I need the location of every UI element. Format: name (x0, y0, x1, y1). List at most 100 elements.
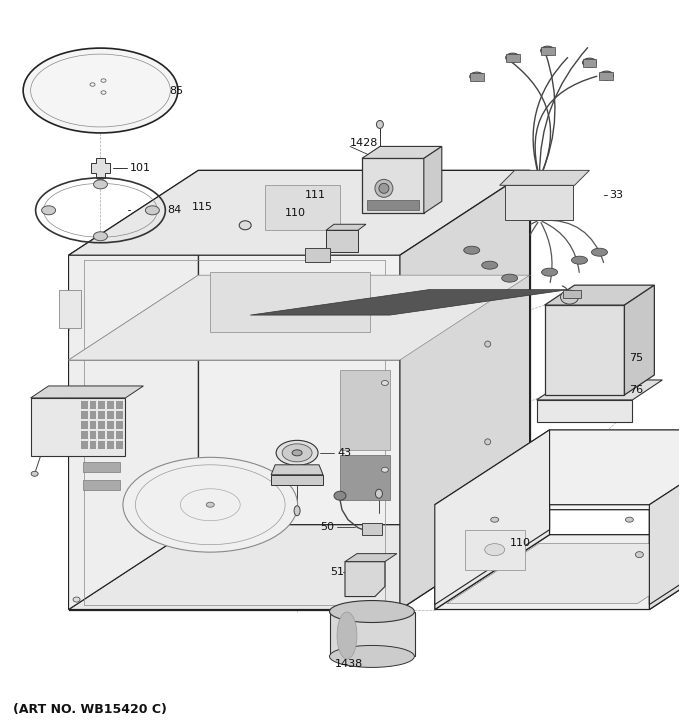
Polygon shape (545, 285, 654, 305)
Text: 84: 84 (167, 206, 182, 215)
Bar (600, 72, 613, 80)
Bar (107, 401, 114, 409)
Bar (90, 431, 97, 439)
Text: 110: 110 (285, 209, 306, 218)
Bar (340, 455, 390, 500)
Bar (305, 248, 330, 262)
Ellipse shape (123, 458, 298, 552)
Ellipse shape (292, 450, 302, 456)
Ellipse shape (73, 597, 80, 602)
Polygon shape (250, 290, 568, 315)
Bar (90, 441, 97, 449)
Ellipse shape (334, 492, 346, 500)
Ellipse shape (294, 506, 300, 515)
Ellipse shape (308, 250, 318, 257)
Polygon shape (31, 386, 143, 398)
Ellipse shape (571, 256, 588, 264)
Bar (90, 411, 97, 419)
Bar (116, 401, 124, 409)
Bar (99, 431, 105, 439)
Polygon shape (330, 612, 415, 657)
Text: 111: 111 (305, 190, 326, 201)
Bar (326, 230, 358, 252)
Polygon shape (31, 398, 125, 456)
Ellipse shape (635, 552, 643, 557)
Ellipse shape (94, 180, 107, 189)
Polygon shape (649, 430, 680, 605)
Ellipse shape (330, 646, 414, 668)
Ellipse shape (239, 221, 251, 230)
Ellipse shape (485, 439, 491, 445)
Bar (82, 390, 120, 400)
Ellipse shape (506, 53, 520, 62)
Bar (541, 46, 555, 54)
Bar (116, 421, 124, 429)
Ellipse shape (330, 600, 414, 623)
Ellipse shape (282, 444, 312, 462)
Text: 1428: 1428 (350, 138, 378, 148)
Polygon shape (199, 170, 530, 525)
Polygon shape (69, 275, 530, 360)
Bar (210, 272, 370, 332)
Text: (ART NO. WB15420 C): (ART NO. WB15420 C) (13, 703, 167, 716)
Bar (506, 54, 520, 62)
Bar (107, 421, 114, 429)
Bar (90, 401, 97, 409)
Ellipse shape (541, 268, 558, 276)
Ellipse shape (23, 48, 178, 133)
Text: 1438: 1438 (335, 660, 363, 670)
Bar (340, 370, 390, 450)
Ellipse shape (626, 517, 633, 522)
Bar (107, 411, 114, 419)
Bar (82, 408, 120, 418)
Text: 115: 115 (192, 202, 214, 212)
Ellipse shape (276, 440, 318, 466)
Text: 76: 76 (630, 385, 643, 395)
Ellipse shape (375, 180, 393, 198)
Bar (99, 441, 105, 449)
Ellipse shape (491, 517, 498, 522)
Ellipse shape (206, 502, 214, 508)
Ellipse shape (583, 58, 596, 67)
Bar (470, 72, 483, 80)
Polygon shape (435, 435, 549, 610)
Polygon shape (537, 400, 632, 422)
Ellipse shape (464, 246, 479, 254)
Text: 43: 43 (337, 448, 351, 458)
Bar (265, 185, 340, 230)
Bar (107, 431, 114, 439)
Ellipse shape (381, 467, 388, 472)
Bar (99, 401, 105, 409)
Bar (367, 201, 419, 210)
Text: 110: 110 (509, 538, 530, 547)
Polygon shape (435, 430, 680, 505)
Ellipse shape (94, 232, 107, 241)
Bar (116, 431, 124, 439)
Polygon shape (424, 146, 442, 214)
Polygon shape (649, 435, 680, 610)
Bar (99, 411, 105, 419)
Polygon shape (69, 170, 530, 255)
Ellipse shape (485, 341, 491, 347)
Ellipse shape (470, 72, 483, 81)
Bar (82, 462, 120, 472)
Text: 33: 33 (609, 190, 624, 201)
Text: 101: 101 (129, 164, 150, 173)
Bar (80, 411, 88, 419)
Ellipse shape (95, 180, 105, 185)
Text: 75: 75 (630, 353, 643, 363)
Bar (82, 426, 120, 436)
Polygon shape (362, 146, 442, 159)
Bar (99, 421, 105, 429)
Bar (80, 401, 88, 409)
Ellipse shape (600, 71, 613, 80)
Ellipse shape (502, 274, 517, 282)
Polygon shape (345, 562, 385, 597)
Ellipse shape (541, 46, 555, 55)
Text: 85: 85 (169, 85, 184, 96)
Polygon shape (271, 465, 323, 475)
Polygon shape (624, 285, 654, 395)
Ellipse shape (481, 261, 498, 269)
Polygon shape (500, 170, 590, 185)
Ellipse shape (377, 120, 384, 128)
